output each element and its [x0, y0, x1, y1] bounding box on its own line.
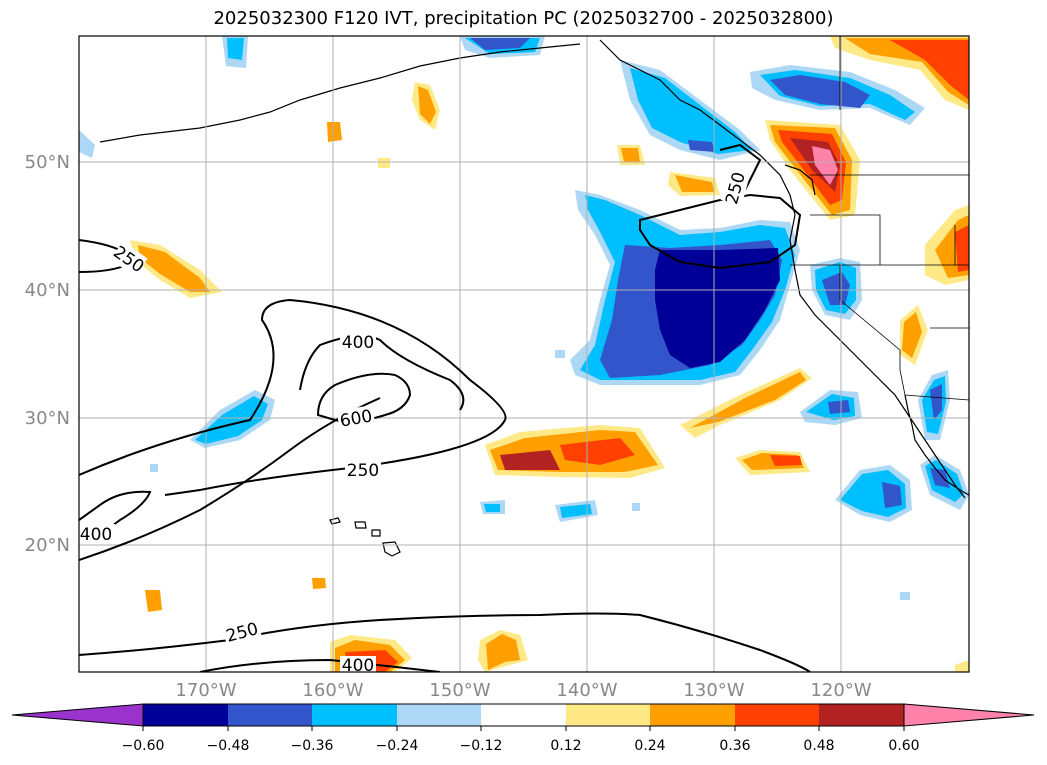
contour-label: 250 — [347, 461, 379, 481]
colorbar-tick-label: −0.60 — [122, 738, 165, 754]
lon-label: 130°W — [683, 680, 744, 701]
map-frame — [78, 35, 970, 673]
colorbar-extend-low — [11, 703, 144, 727]
lon-label: 140°W — [556, 680, 617, 701]
lat-label: 50°N — [25, 152, 70, 173]
colorbar-tick-label: −0.48 — [207, 738, 250, 754]
map-content: 250 250 400 600 250 400 250 400 — [79, 36, 969, 676]
colorbar-segment — [481, 704, 566, 726]
colorbar-tick-label: −0.36 — [291, 738, 334, 754]
colorbar-segment — [312, 704, 397, 726]
lat-label: 40°N — [25, 280, 70, 301]
colorbar: −0.60 −0.48 −0.36 −0.24 −0.12 0.12 0.24 … — [11, 703, 1035, 754]
colorbar-segment — [650, 704, 735, 726]
precip-positive-regions — [130, 36, 969, 672]
contour-label: 400 — [80, 525, 112, 545]
coastlines — [99, 39, 969, 499]
colorbar-tick-label: 0.36 — [719, 738, 750, 754]
colorbar-tick-label: 0.60 — [888, 738, 919, 754]
colorbar-segment — [735, 704, 819, 726]
lat-label: 20°N — [25, 535, 70, 556]
colorbar-tick-label: −0.12 — [460, 738, 503, 754]
colorbar-tick-label: 0.48 — [803, 738, 834, 754]
lat-label: 30°N — [25, 408, 70, 429]
colorbar-extend-high — [903, 703, 1035, 727]
colorbar-segment — [566, 704, 650, 726]
lon-label: 160°W — [302, 680, 363, 701]
hawaiian-islands — [329, 517, 401, 557]
colorbar-tick-label: 0.24 — [634, 738, 665, 754]
latitude-labels: 50°N 40°N 30°N 20°N — [25, 152, 70, 556]
gridlines — [79, 36, 969, 672]
colorbar-segment — [143, 704, 228, 726]
figure-title: 2025032300 F120 IVT, precipitation PC (2… — [213, 8, 834, 29]
colorbar-tick-label: 0.12 — [550, 738, 581, 754]
colorbar-segment — [397, 704, 481, 726]
colorbar-segment — [228, 704, 312, 726]
colorbar-ticks — [142, 726, 905, 731]
precip-negative-regions — [79, 36, 969, 600]
contour-label: 400 — [342, 333, 374, 353]
colorbar-segment — [819, 704, 904, 726]
longitude-labels: 170°W 160°W 150°W 140°W 130°W 120°W — [175, 680, 871, 701]
colorbar-tick-label: −0.24 — [376, 738, 419, 754]
contour-label: 400 — [342, 656, 374, 676]
lon-label: 170°W — [175, 680, 236, 701]
lon-label: 120°W — [810, 680, 871, 701]
ivt-contour-labels: 250 250 400 600 250 400 250 400 — [79, 170, 750, 676]
lon-label: 150°W — [429, 680, 490, 701]
political-borders — [790, 36, 969, 401]
